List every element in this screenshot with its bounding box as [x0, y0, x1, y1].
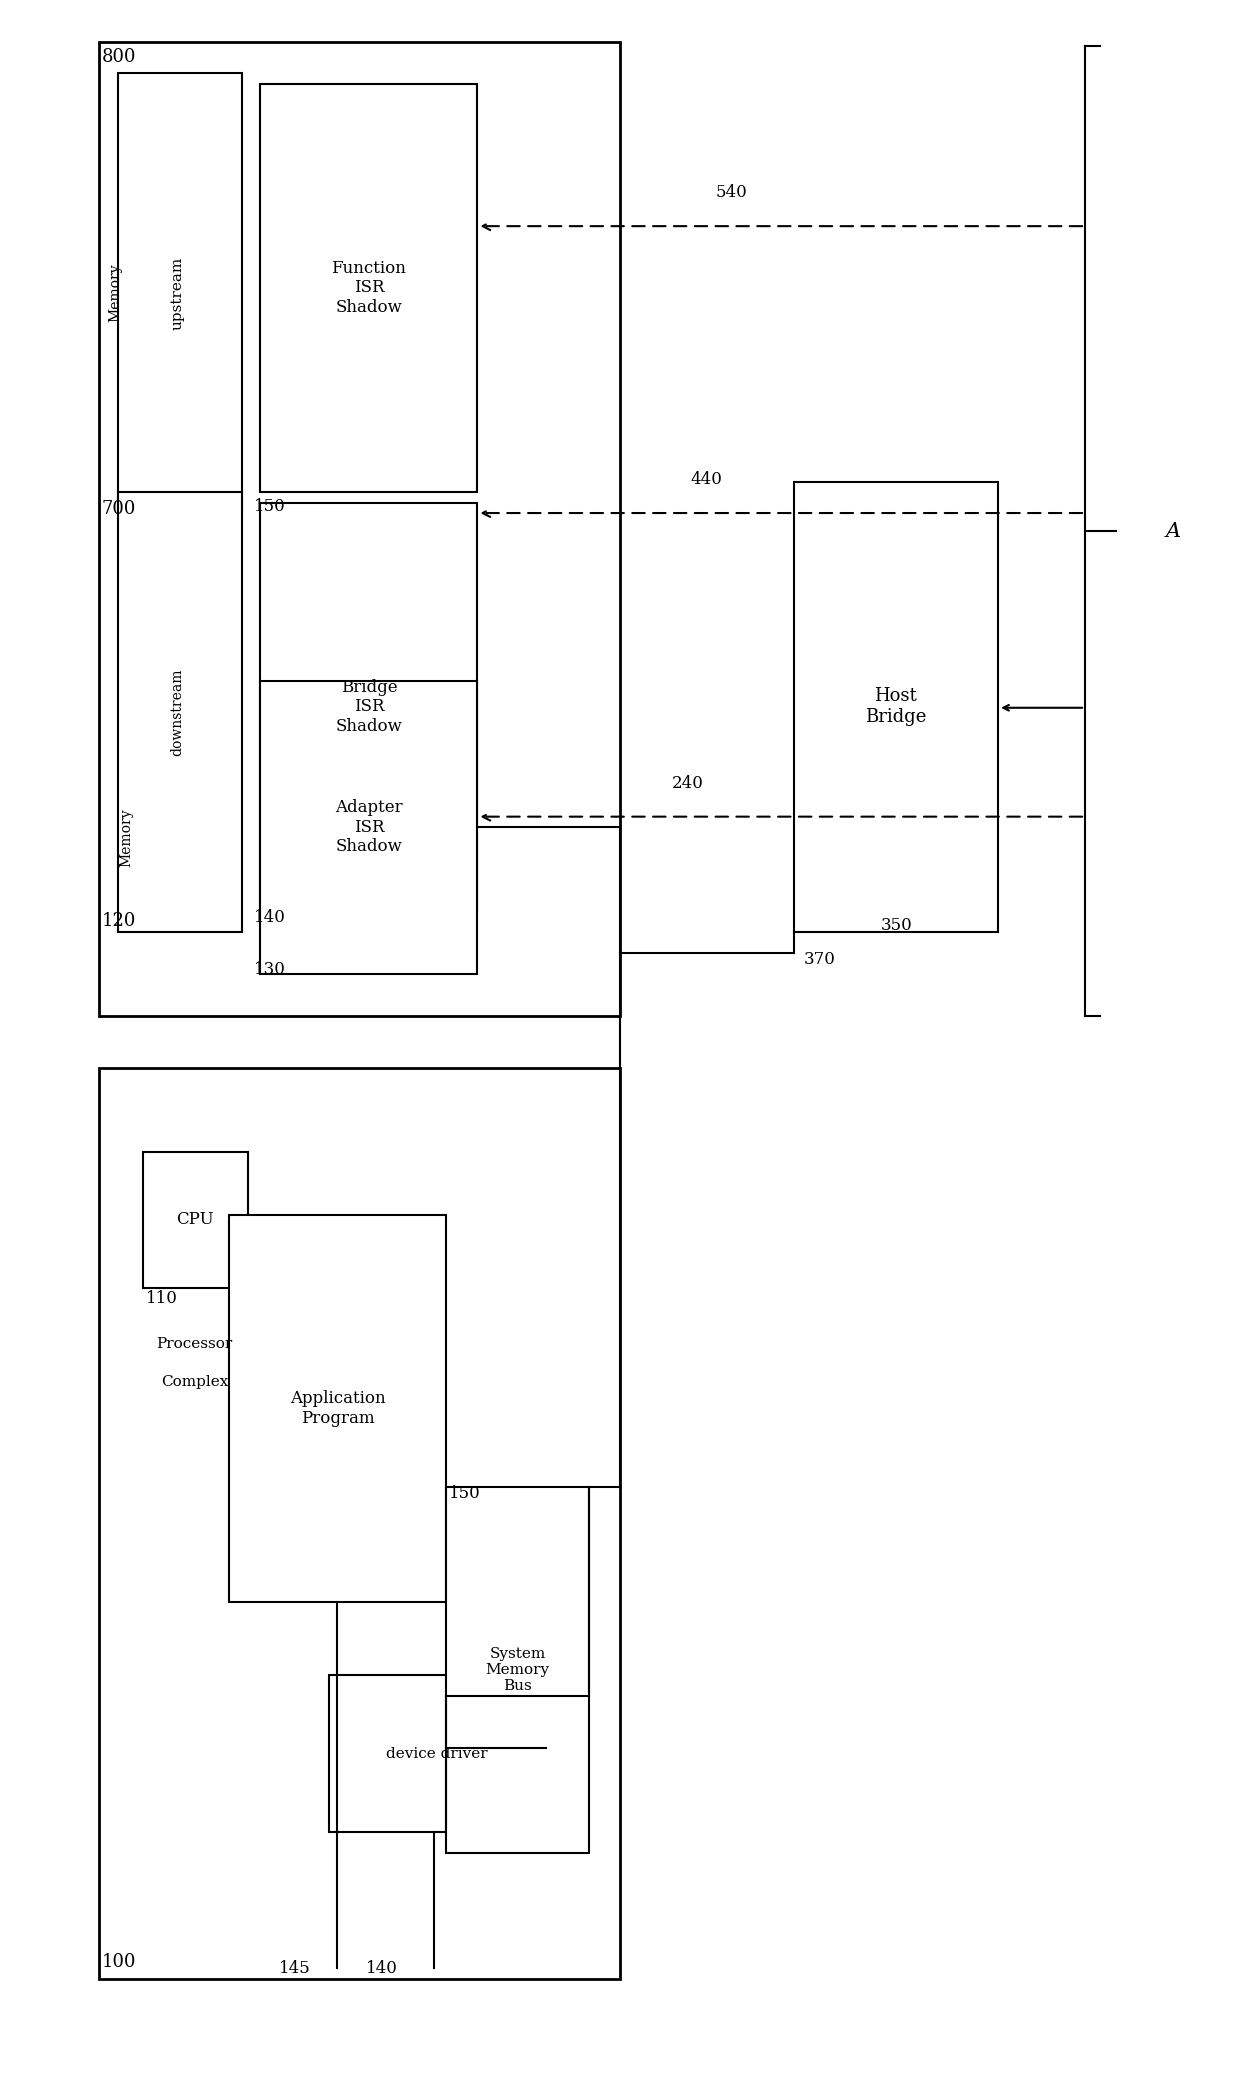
Text: Memory: Memory	[119, 808, 134, 867]
Bar	[118, 492, 242, 932]
Text: downstream: downstream	[170, 668, 185, 756]
Bar	[260, 681, 477, 974]
Text: Host
Bridge: Host Bridge	[866, 687, 926, 727]
Bar	[260, 84, 477, 492]
Text: Bridge
ISR
Shadow: Bridge ISR Shadow	[336, 678, 402, 735]
Text: Adapter
ISR
Shadow: Adapter ISR Shadow	[335, 800, 403, 854]
Text: 100: 100	[102, 1954, 136, 1970]
Text: A: A	[1166, 521, 1180, 542]
Bar	[794, 482, 998, 932]
Bar	[229, 1215, 446, 1602]
Text: Application
Program: Application Program	[290, 1390, 386, 1426]
Text: 370: 370	[804, 951, 836, 967]
Text: 700: 700	[102, 500, 136, 517]
Text: 110: 110	[146, 1290, 179, 1307]
Text: System
Memory
Bus: System Memory Bus	[486, 1646, 549, 1694]
Text: 140: 140	[254, 909, 286, 926]
Text: 150: 150	[449, 1485, 481, 1501]
Bar	[99, 42, 620, 1016]
Text: 800: 800	[102, 48, 136, 65]
Bar	[118, 73, 242, 513]
Text: 540: 540	[715, 184, 748, 201]
Text: device driver: device driver	[387, 1746, 487, 1761]
Text: Processor: Processor	[156, 1338, 233, 1351]
Bar	[99, 1068, 620, 1979]
Text: 140: 140	[366, 1960, 398, 1977]
Text: 240: 240	[672, 775, 704, 792]
Text: upstream: upstream	[170, 258, 185, 329]
Text: Complex: Complex	[161, 1376, 228, 1388]
Text: 120: 120	[102, 913, 136, 930]
Bar	[260, 503, 477, 911]
Text: 350: 350	[880, 917, 913, 934]
Text: CPU: CPU	[176, 1210, 215, 1229]
Text: 130: 130	[254, 961, 286, 978]
Text: Memory: Memory	[108, 264, 122, 322]
Text: Function
ISR
Shadow: Function ISR Shadow	[331, 260, 407, 316]
Text: 145: 145	[279, 1960, 311, 1977]
Bar	[446, 1487, 589, 1853]
Text: 440: 440	[691, 471, 723, 488]
Bar	[143, 1152, 248, 1288]
Bar	[329, 1675, 546, 1832]
Text: 150: 150	[254, 498, 286, 515]
